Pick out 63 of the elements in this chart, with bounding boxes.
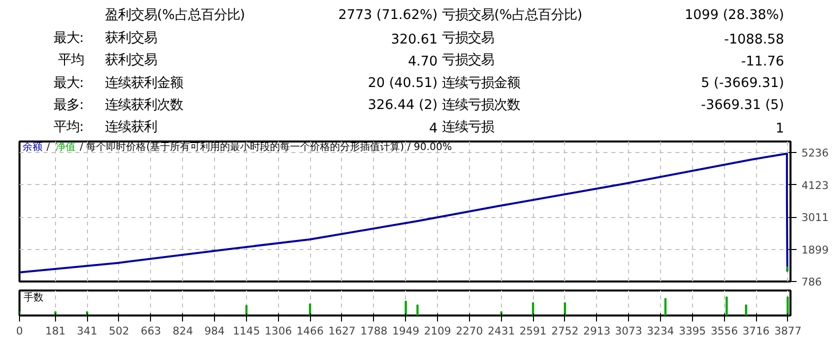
- x-tick-label: 2109: [424, 324, 452, 337]
- x-tick-label: 1306: [264, 324, 292, 337]
- x-tick-label: 2752: [551, 324, 579, 337]
- x-tick-label: 0: [16, 324, 24, 337]
- text: 320.61: [390, 32, 438, 48]
- text: 亏损交易: [442, 52, 494, 68]
- x-tick-label: 3716: [742, 324, 770, 337]
- x-tick-label: 1627: [328, 324, 356, 337]
- text: -11.76: [741, 54, 784, 70]
- text: 4.70: [408, 54, 438, 70]
- text: 最大:: [53, 31, 84, 46]
- x-tick-label: 1949: [392, 324, 420, 337]
- x-tick-label: 663: [140, 324, 162, 337]
- annotation: /: [46, 142, 50, 153]
- text: -3669.31 (5): [701, 98, 784, 113]
- x-tick-label: 1145: [232, 324, 260, 337]
- x-tick-label: 3234: [646, 324, 674, 337]
- text: 连续获利金额: [104, 76, 183, 91]
- x-tick-label: 3877: [774, 324, 802, 337]
- x-tick-label: 984: [204, 324, 225, 337]
- text: 亏损交易: [442, 30, 494, 46]
- text: 亏损交易(%占总百分比): [442, 7, 582, 23]
- text: 4: [429, 122, 438, 136]
- text: 连续亏损次数: [442, 98, 520, 113]
- text: 1: [776, 122, 784, 136]
- x-tick-label: 1466: [296, 324, 324, 337]
- y-tick-label: 1899: [802, 243, 829, 256]
- y-tick-label: 4123: [802, 178, 829, 192]
- x-tick-label: 824: [172, 324, 194, 337]
- text: 2773 (71.62%): [338, 8, 438, 23]
- text: 净值: [56, 141, 76, 153]
- text: 5 (-3669.31): [701, 76, 784, 91]
- x-tick-label: 3073: [615, 324, 642, 337]
- x-tick-label: 1788: [360, 324, 388, 337]
- x-tick-label: 2270: [456, 324, 484, 337]
- text: 平均:: [53, 120, 84, 135]
- x-tick-label: 502: [108, 324, 130, 337]
- y-tick-label: 3011: [802, 211, 829, 224]
- text: 326.44 (2): [368, 98, 438, 113]
- text: 连续亏损金额: [442, 76, 520, 91]
- y-tick-label: 5236: [802, 146, 829, 160]
- text: 最大:: [53, 76, 84, 91]
- chart-title: 手数: [24, 292, 44, 304]
- text: 连续亏损: [442, 120, 494, 135]
- text: 余额: [22, 141, 42, 153]
- text: 20 (40.51): [368, 76, 438, 91]
- x-tick-label: 2591: [519, 324, 547, 337]
- text: 连续获利次数: [104, 98, 183, 113]
- x-tick-label: 341: [76, 324, 98, 337]
- x-tick-label: 2431: [488, 324, 515, 337]
- text: 平均: [58, 53, 84, 68]
- x-tick-label: 2913: [583, 324, 610, 337]
- x-tick-label: 3395: [678, 324, 706, 337]
- x-tick-label: 3556: [710, 324, 738, 337]
- text: 1099 (28.38%): [684, 8, 784, 23]
- x-tick-label: 181: [45, 324, 66, 337]
- text: 最多:: [53, 98, 84, 113]
- y-tick-label: 786: [802, 276, 822, 288]
- text: 盈利交易(%占总百分比): [104, 7, 246, 23]
- text: 连续获利: [104, 120, 157, 135]
- text: 获利交易: [104, 52, 157, 68]
- text: 获利交易: [104, 30, 157, 46]
- text: -1088.58: [724, 32, 784, 48]
